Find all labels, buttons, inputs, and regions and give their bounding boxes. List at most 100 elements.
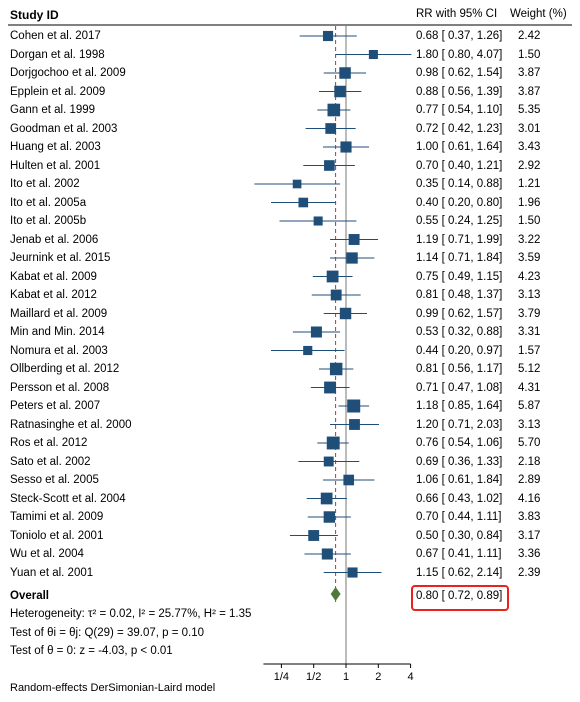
study-ci-text: 1.20 [ 0.71, 2.03]	[416, 418, 503, 431]
study-weight-text: 3.13	[518, 418, 541, 431]
weight-column-header: Weight (%)	[510, 8, 567, 20]
study-label: Sato et al. 2002	[10, 455, 91, 468]
overall-diamond	[330, 587, 341, 601]
study-ci-text: 0.66 [ 0.43, 1.02]	[416, 492, 503, 505]
study-label: Jenab et al. 2006	[10, 233, 99, 246]
study-ci-text: 0.76 [ 0.54, 1.06]	[416, 437, 503, 449]
overall-highlight-box	[411, 585, 509, 611]
model-footnote: Random-effects DerSimonian-Laird model	[10, 682, 216, 694]
study-weight-text: 2.42	[518, 30, 541, 42]
study-weight-text: 2.89	[518, 474, 541, 486]
x-tick-label: 4	[408, 671, 414, 683]
study-ci-text: 0.88 [ 0.56, 1.39]	[416, 85, 503, 98]
study-label: Steck-Scott et al. 2004	[10, 492, 126, 505]
study-ci-text: 1.18 [ 0.85, 1.64]	[416, 400, 503, 412]
study-weight-text: 5.70	[518, 437, 541, 449]
study-label: Persson et al. 2008	[10, 381, 110, 394]
study-label: Dorgan et al. 1998	[10, 48, 105, 61]
study-weight-text: 4.23	[518, 270, 541, 283]
study-weight-text: 5.12	[518, 363, 541, 375]
study-ci-text: 0.99 [ 0.62, 1.57]	[416, 307, 503, 320]
study-label: Peters et al. 2007	[10, 400, 101, 412]
x-tick-label: 1/2	[306, 671, 321, 683]
study-ci-text: 0.69 [ 0.36, 1.33]	[416, 455, 503, 468]
study-point-marker	[339, 307, 352, 320]
study-label: Ros et al. 2012	[10, 437, 88, 449]
ci-column-header: RR with 95% CI	[416, 8, 498, 20]
study-point-marker	[330, 289, 342, 301]
study-point-marker	[329, 362, 343, 376]
study-weight-text: 2.18	[518, 455, 541, 468]
study-label: Nomura et al. 2003	[10, 344, 108, 357]
study-weight-text: 3.36	[518, 548, 541, 560]
study-point-marker	[326, 436, 340, 450]
study-point-marker	[346, 252, 358, 264]
x-tick-label: 2	[375, 671, 381, 683]
study-ci-text: 0.44 [ 0.20, 0.97]	[416, 344, 503, 357]
study-point-marker	[326, 270, 339, 283]
study-point-marker	[323, 511, 336, 523]
study-label: Kabat et al. 2012	[10, 289, 97, 301]
study-ci-text: 0.81 [ 0.48, 1.37]	[416, 289, 503, 301]
study-ci-text: 0.98 [ 0.62, 1.54]	[416, 67, 503, 79]
study-label: Min and Min. 2014	[10, 326, 105, 338]
study-point-marker	[339, 67, 351, 79]
study-point-marker	[347, 399, 361, 413]
study-weight-text: 5.87	[518, 400, 541, 412]
study-ci-text: 0.53 [ 0.32, 0.88]	[416, 326, 503, 338]
study-point-marker	[322, 30, 334, 42]
study-point-marker	[349, 419, 360, 430]
study-label: Kabat et al. 2009	[10, 270, 97, 283]
study-point-marker	[325, 123, 337, 134]
study-weight-text: 3.22	[518, 233, 541, 246]
study-label: Wu et al. 2004	[10, 548, 84, 560]
study-weight-text: 1.50	[518, 48, 541, 61]
study-weight-text: 5.35	[518, 104, 541, 116]
study-label: Ito et al. 2005a	[10, 196, 87, 209]
study-ci-text: 0.68 [ 0.37, 1.26]	[416, 30, 503, 42]
study-weight-text: 1.57	[518, 344, 541, 357]
study-ci-text: 1.06 [ 0.61, 1.84]	[416, 474, 503, 486]
study-point-marker	[324, 160, 335, 171]
study-weight-text: 3.83	[518, 511, 541, 523]
study-label: Jeurnink et al. 2015	[10, 252, 111, 264]
study-label: Ito et al. 2005b	[10, 215, 87, 227]
study-ci-text: 0.70 [ 0.40, 1.21]	[416, 159, 503, 172]
study-point-marker	[303, 345, 313, 356]
study-weight-text: 3.79	[518, 307, 541, 320]
study-ci-text: 0.77 [ 0.54, 1.10]	[416, 104, 503, 116]
study-point-marker	[310, 326, 322, 338]
study-weight-text: 3.13	[518, 289, 541, 301]
study-weight-text: 4.16	[518, 492, 541, 505]
study-ci-text: 0.70 [ 0.44, 1.11]	[416, 511, 502, 523]
study-weight-text: 2.39	[518, 566, 541, 579]
study-ci-text: 1.14 [ 0.71, 1.84]	[416, 252, 503, 264]
study-ci-text: 0.75 [ 0.49, 1.15]	[416, 270, 503, 283]
study-ci-text: 0.81 [ 0.56, 1.17]	[416, 363, 503, 375]
study-label: Epplein et al. 2009	[10, 85, 106, 98]
study-point-marker	[308, 530, 320, 541]
study-label: Goodman et al. 2003	[10, 122, 118, 135]
study-label: Ollberding et al. 2012	[10, 363, 120, 375]
study-weight-text: 1.50	[518, 215, 541, 227]
study-point-marker	[334, 85, 346, 98]
study-point-marker	[324, 381, 336, 394]
study-label: Ratnasinghe et al. 2000	[10, 418, 132, 431]
study-label: Dorjgochoo et al. 2009	[10, 67, 126, 79]
x-tick-label: 1	[343, 671, 349, 683]
study-label: Tamimi et al. 2009	[10, 511, 104, 523]
study-ci-text: 0.35 [ 0.14, 0.88]	[416, 178, 503, 190]
study-label: Sesso et al. 2005	[10, 474, 99, 486]
study-label: Cohen et al. 2017	[10, 30, 101, 42]
study-ci-text: 0.50 [ 0.30, 0.84]	[416, 529, 503, 542]
zero-test-stat: Test of θ = 0: z = -4.03, p < 0.01	[10, 645, 173, 657]
study-weight-text: 3.59	[518, 252, 541, 264]
study-ci-text: 1.15 [ 0.62, 2.14]	[416, 566, 503, 579]
study-label: Toniolo et al. 2001	[10, 529, 104, 542]
study-weight-text: 3.43	[518, 141, 541, 153]
x-tick-label: 1/4	[274, 671, 289, 683]
study-point-marker	[298, 197, 309, 208]
study-weight-text: 3.17	[518, 529, 541, 542]
study-point-marker	[368, 49, 378, 60]
